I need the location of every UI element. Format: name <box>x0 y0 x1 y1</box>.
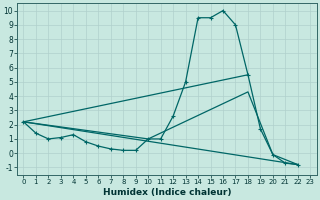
X-axis label: Humidex (Indice chaleur): Humidex (Indice chaleur) <box>103 188 231 197</box>
